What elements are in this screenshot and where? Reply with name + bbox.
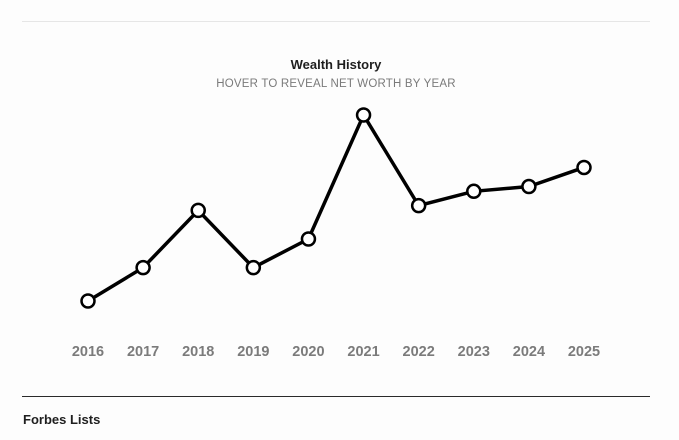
x-tick-label: 2020: [292, 344, 324, 360]
data-point-2021[interactable]: [355, 107, 372, 123]
x-tick-label: 2024: [513, 344, 545, 360]
series-line: [87, 111, 585, 303]
x-tick-label: 2019: [237, 344, 269, 360]
data-point-2023[interactable]: [466, 183, 482, 200]
point-layer: [80, 107, 592, 309]
data-point-2016[interactable]: [80, 293, 96, 309]
data-point-2025[interactable]: [576, 159, 592, 176]
section-divider: [22, 396, 650, 397]
x-tick-label: 2021: [347, 344, 379, 360]
data-point-2022[interactable]: [410, 197, 427, 214]
chart-title: Wealth History: [290, 57, 382, 72]
data-point-2018[interactable]: [190, 202, 206, 219]
x-tick-label: 2022: [403, 344, 435, 360]
data-point-2017[interactable]: [135, 259, 151, 276]
x-tick-label: 2017: [127, 344, 159, 360]
x-axis-ticks: 2016 2017 2018 2019 2020 2021 2022 2023 2024 2025: [72, 344, 600, 360]
data-point-2020[interactable]: [300, 231, 317, 247]
top-divider: [22, 21, 650, 22]
x-tick-label: 2018: [182, 344, 214, 360]
wealth-history-chart[interactable]: 2016 2017 2018 2019 2020 2021 2022 2023 2024 2025: [0, 0, 679, 380]
x-tick-label: 2016: [72, 344, 104, 360]
data-point-2024[interactable]: [521, 178, 537, 195]
x-tick-label: 2025: [568, 344, 600, 360]
line-layer: [87, 111, 585, 303]
chart-subtitle: HOVER TO REVEAL NET WORTH BY YEAR: [216, 78, 456, 90]
data-point-2019[interactable]: [245, 259, 262, 276]
x-tick-label: 2023: [458, 344, 490, 360]
forbes-lists-heading: Forbes Lists: [23, 412, 101, 427]
